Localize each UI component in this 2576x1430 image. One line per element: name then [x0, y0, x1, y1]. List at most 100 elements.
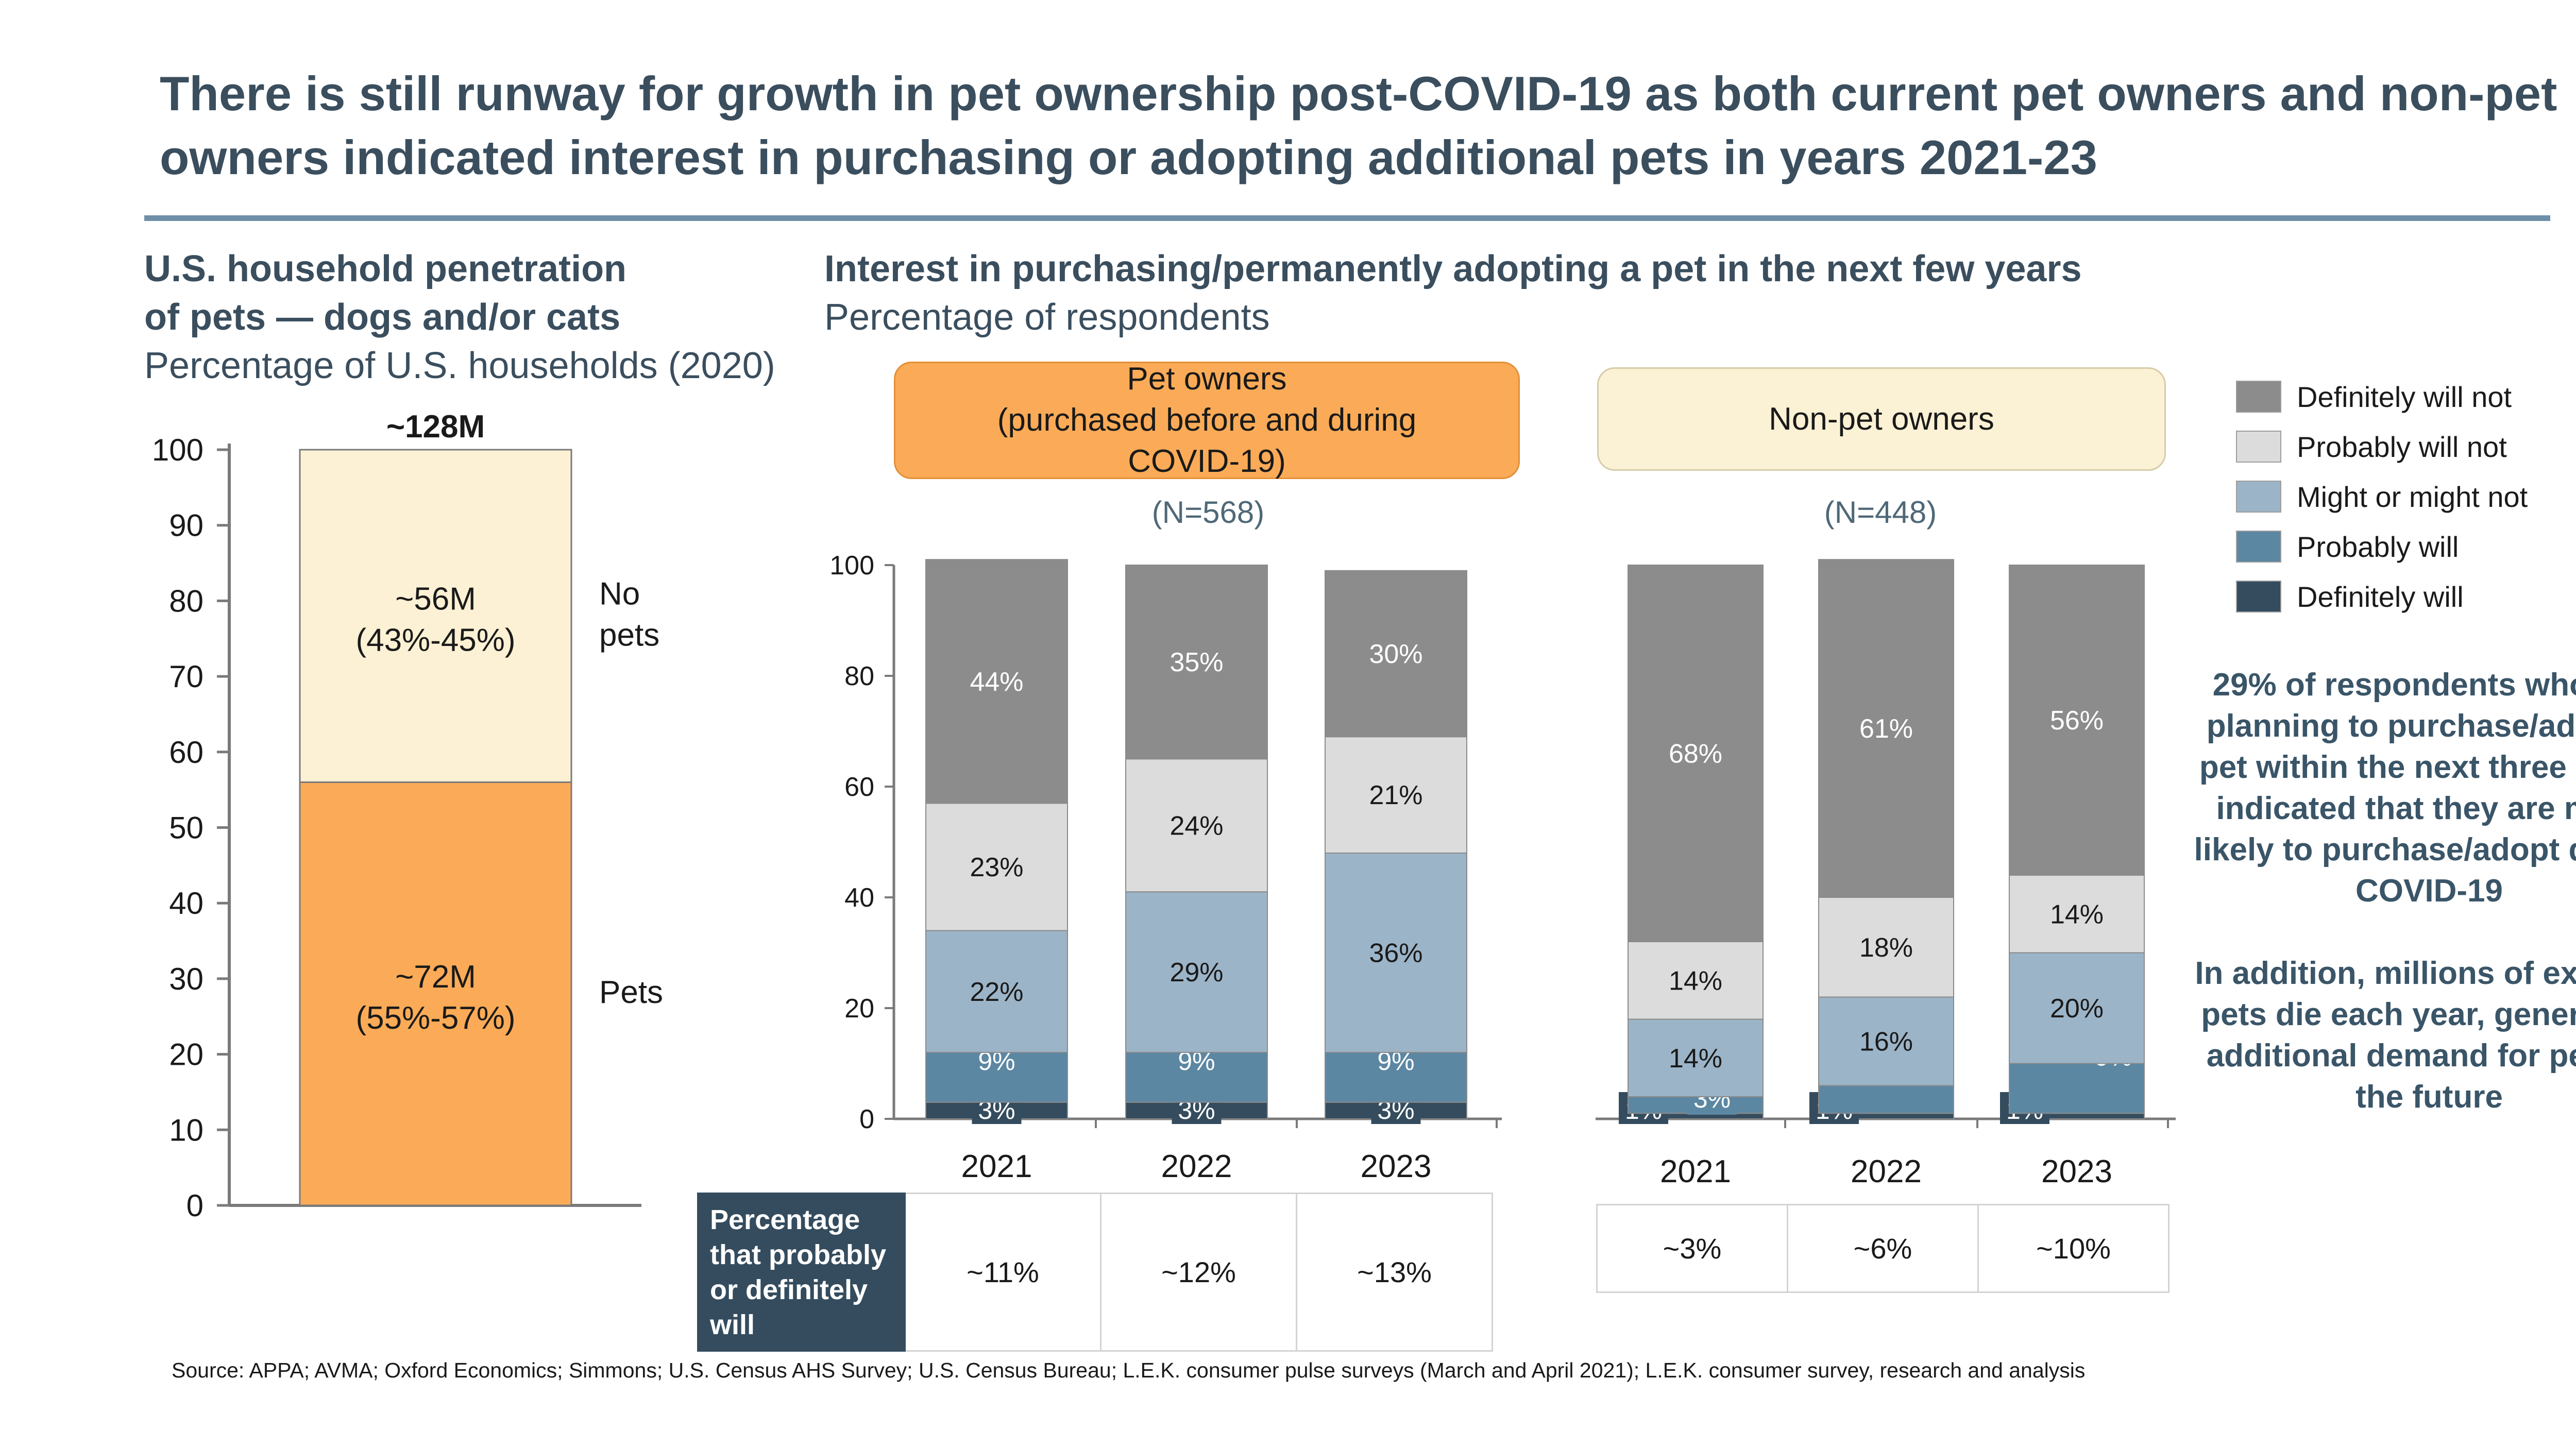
bar-segment-definitely-will-not-2022 — [1125, 565, 1268, 760]
non-pet-owners-summary-table: ~3% ~6% ~10% — [1596, 1204, 2170, 1293]
legend-swatch — [2236, 581, 2281, 612]
x-category-label: 2022 — [1161, 1149, 1232, 1184]
data-label: ~72M — [395, 959, 476, 995]
bar-segment-pets — [299, 781, 572, 1206]
segment-name-label: pets — [599, 618, 659, 653]
bar-segment-probably-will-not-2023 — [1325, 736, 1467, 854]
left-panel-title: U.S. household penetration of pets — dog… — [144, 245, 855, 390]
legend-item-definitely-will-not: Definitely will not — [2236, 380, 2576, 416]
summary-cell-2022: ~12% — [1100, 1193, 1297, 1352]
legend-label: Definitely will not — [2297, 381, 2512, 413]
bar-segment-might-or-might-not-2023 — [1325, 853, 1467, 1053]
insight-note-covid: 29% of respondents who are planning to p… — [2194, 667, 2576, 909]
x-category-label: 2022 — [1851, 1154, 1922, 1189]
right-title: Interest in purchasing/permanently adopt… — [824, 248, 2082, 290]
bar-segment-probably-will-not-2022 — [1818, 897, 1954, 998]
data-label-definitely-will-not: 56% — [2050, 706, 2104, 736]
summary-cell-2023: ~10% — [1977, 1204, 2170, 1293]
legend-swatch — [2236, 431, 2281, 463]
legend-label: Probably will — [2297, 531, 2459, 563]
pet-owners-header: Pet owners (purchased before and during … — [894, 361, 1520, 479]
source-note: Source: APPA; AVMA; Oxford Economics; Si… — [172, 1358, 2086, 1382]
legend-item-might-or-might-not: Might or might not — [2236, 480, 2576, 516]
bar-segment-probably-will-not-2021 — [925, 803, 1068, 931]
data-label-might-or-might-not: 16% — [1859, 1027, 1913, 1057]
y-tick-label: 60 — [844, 772, 874, 802]
legend-label: Probably will not — [2297, 431, 2507, 463]
legend-item-definitely-will: Definitely will — [2236, 580, 2576, 616]
summary-cell-2021: ~11% — [904, 1193, 1101, 1352]
left-title-line1: U.S. household penetration — [144, 248, 627, 290]
bar-segment-definitely-will-not-2021 — [1628, 565, 1764, 942]
data-label-might-or-might-not: 36% — [1369, 939, 1422, 968]
bar-segment-might-or-might-not-2022 — [1125, 891, 1268, 1053]
bar-segment-probably-will-2022 — [1818, 1085, 1954, 1114]
non-pet-owners-sample-size: (N=448) — [1824, 495, 1937, 530]
data-label: (55%-57%) — [355, 1000, 515, 1036]
data-label-definitely-will-not: 44% — [970, 667, 1023, 697]
legend-item-probably-will-not: Probably will not — [2236, 430, 2576, 466]
legend-label: Might or might not — [2297, 481, 2528, 513]
legend-swatch — [2236, 381, 2281, 413]
bar-segment-might-or-might-not-2023 — [2009, 952, 2145, 1064]
data-label-definitely-will-not: 30% — [1369, 639, 1422, 669]
bar-segment-might-or-might-not-2021 — [1628, 1018, 1764, 1097]
data-label-probably-will-not: 18% — [1859, 933, 1913, 963]
y-tick-label: 20 — [169, 1037, 204, 1072]
bar-segment-probably-will-2023 — [2009, 1063, 2145, 1114]
y-tick-label: 40 — [844, 883, 874, 913]
summary-cell-2022: ~6% — [1787, 1204, 1979, 1293]
legend-swatch — [2236, 481, 2281, 513]
bar-segment-definitely-will-not-2023 — [2009, 565, 2145, 876]
summary-row-label: Percentage that probably or definitely w… — [697, 1193, 906, 1352]
right-subtitle: Percentage of respondents — [824, 297, 1270, 338]
left-subtitle: Percentage of U.S. households (2020) — [144, 345, 775, 386]
x-category-label: 2021 — [1660, 1154, 1731, 1189]
data-label-probably-will-not: 14% — [2050, 899, 2104, 929]
y-tick-label: 100 — [152, 433, 204, 467]
bar-segment-probably-will-not-2022 — [1125, 758, 1268, 893]
y-tick-label: 60 — [169, 735, 204, 770]
x-category-label: 2023 — [1361, 1149, 1432, 1184]
data-label-definitely-will-not: 35% — [1170, 648, 1223, 677]
legend-label: Definitely will — [2297, 581, 2464, 613]
data-label-probably-will-not: 23% — [970, 853, 1023, 882]
insight-note-replacement: In addition, millions of existing pets d… — [2195, 956, 2576, 1115]
y-tick-label: 90 — [169, 508, 204, 543]
bar-segment-probably-will-not-2021 — [1628, 941, 1764, 1020]
data-label: (43%-45%) — [355, 623, 515, 658]
data-label-probably-will-not: 21% — [1369, 780, 1422, 810]
x-category-label: 2021 — [961, 1149, 1032, 1184]
y-tick-label: 10 — [169, 1113, 204, 1147]
title-divider — [144, 215, 2550, 221]
y-tick-label: 30 — [169, 962, 204, 996]
non-pet-owners-header: Non-pet owners — [1597, 367, 2166, 471]
non-pet-owners-header-text: Non-pet owners — [1769, 401, 1994, 437]
bar-segment-might-or-might-not-2021 — [925, 930, 1068, 1053]
y-tick-label: 80 — [844, 661, 874, 691]
data-label-probably-will-not: 24% — [1170, 811, 1223, 841]
pet-owners-header-text: Pet owners (purchased before and during … — [997, 361, 1417, 479]
y-tick-label: 0 — [187, 1188, 204, 1223]
left-title-line2: of pets — dogs and/or cats — [144, 297, 621, 338]
bar-segment-probably-will-2021 — [925, 1052, 1068, 1103]
pet-owners-sample-size: (N=568) — [1151, 495, 1265, 530]
bar-segment-definitely-will-not-2021 — [925, 559, 1068, 804]
table-row: ~3% ~6% ~10% — [1596, 1204, 2170, 1293]
table-row: Percentage that probably or definitely w… — [697, 1193, 1493, 1352]
y-tick-label: 80 — [169, 584, 204, 618]
data-label-probably-will-not: 14% — [1669, 966, 1722, 996]
data-label-definitely-will-not: 68% — [1669, 739, 1722, 769]
y-tick-label: 100 — [829, 551, 874, 581]
data-label-might-or-might-not: 14% — [1669, 1044, 1722, 1074]
data-label-might-or-might-not: 29% — [1170, 958, 1223, 988]
data-label-definitely-will-not: 61% — [1859, 714, 1913, 744]
y-tick-label: 70 — [169, 659, 204, 694]
bar-segment-might-or-might-not-2022 — [1818, 996, 1954, 1086]
y-tick-label: 0 — [859, 1104, 874, 1134]
right-panel-title: Interest in purchasing/permanently adopt… — [824, 245, 2318, 342]
bar-segment-definitely-will-not-2022 — [1818, 559, 1954, 898]
y-tick-label: 20 — [844, 994, 874, 1024]
